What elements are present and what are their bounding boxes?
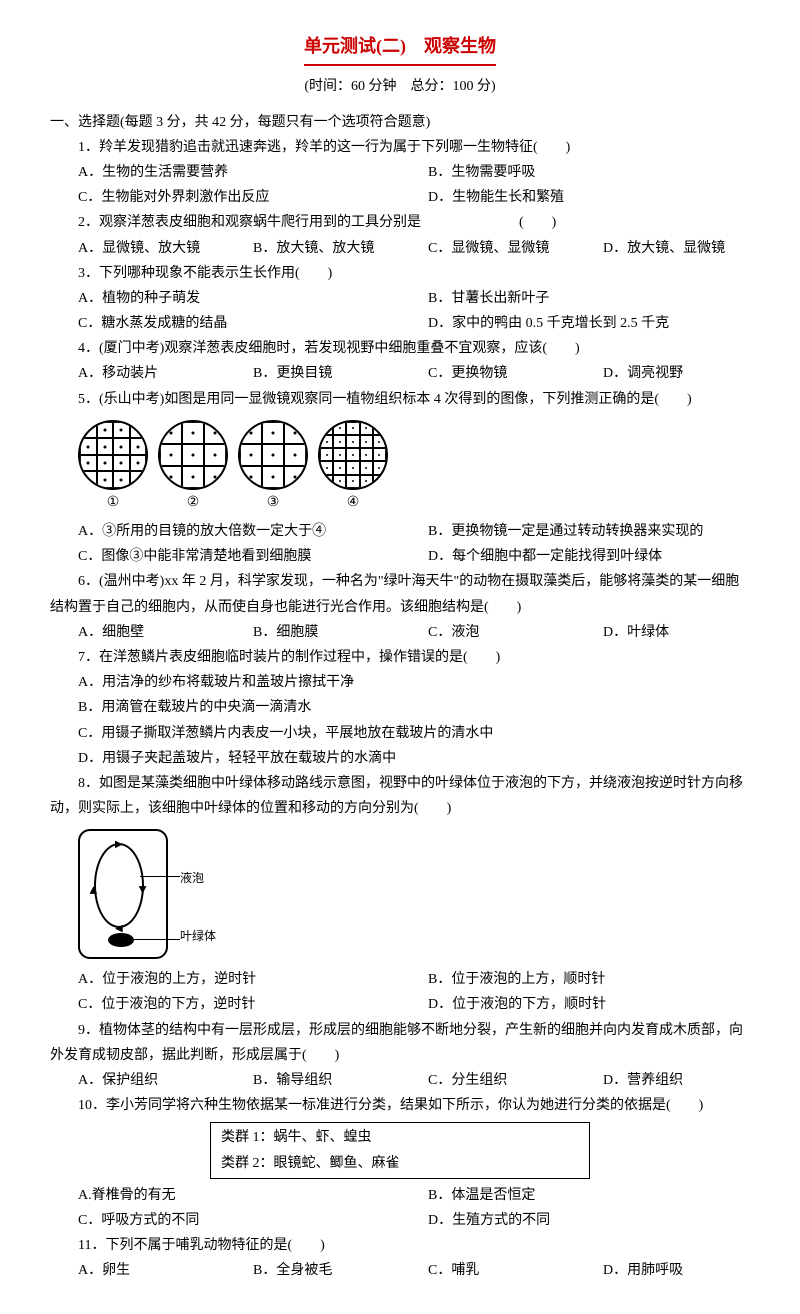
- label-line: [140, 876, 180, 877]
- q5-opt-a: A．③所用的目镜的放大倍数一定大于④: [50, 519, 400, 544]
- q10-opt-b: B．体温是否恒定: [400, 1183, 750, 1208]
- label-line: [130, 939, 180, 940]
- arrow-icon: ▶: [133, 886, 151, 894]
- microscope-view-3: [238, 420, 308, 490]
- fig-label-1: ①: [78, 490, 148, 515]
- q7-opt-b: B．用滴管在载玻片的中央滴一滴清水: [50, 695, 750, 720]
- q3-text: 3．下列哪种现象不能表示生长作用( ): [50, 261, 750, 286]
- group2-row: 类群 2：眼镜蛇、鲫鱼、麻雀: [221, 1151, 579, 1176]
- q4-opt-a: A．移动装片: [50, 361, 225, 386]
- q5-figures: [50, 412, 750, 490]
- q4-text: 4．(厦门中考)观察洋葱表皮细胞时，若发现视野中细胞重叠不宜观察，应该( ): [50, 336, 750, 361]
- microscope-view-2: [158, 420, 228, 490]
- q7-opt-c: C．用镊子撕取洋葱鳞片内表皮一小块，平展地放在载玻片的清水中: [50, 721, 750, 746]
- q3-opt-d: D．家中的鸭由 0.5 千克增长到 2.5 千克: [400, 311, 750, 336]
- q8-opt-c: C．位于液泡的下方，逆时针: [50, 992, 400, 1017]
- q10-text: 10．李小芳同学将六种生物依据某一标准进行分类，结果如下所示，你认为她进行分类的…: [50, 1093, 750, 1118]
- fig-label-4: ④: [318, 490, 388, 515]
- q7-opt-d: D．用镊子夹起盖玻片，轻轻平放在载玻片的水滴中: [50, 746, 750, 771]
- q2-opt-d: D．放大镜、显微镜: [575, 236, 750, 261]
- arrow-icon: ▶: [115, 919, 123, 937]
- cell-diagram: ▶ ▶ ▶ ▶ 液泡 叶绿体: [78, 829, 168, 959]
- q6-opt-b: B．细胞膜: [225, 620, 400, 645]
- section-header: 一、选择题(每题 3 分，共 42 分，每题只有一个选项符合题意): [50, 110, 750, 135]
- q4-opt-d: D．调亮视野: [575, 361, 750, 386]
- q6-text: 6．(温州中考)xx 年 2 月，科学家发现，一种名为"绿叶海天牛"的动物在摄取…: [50, 569, 750, 619]
- q4-opt-b: B．更换目镜: [225, 361, 400, 386]
- q9-opt-a: A．保护组织: [50, 1068, 225, 1093]
- q11-text: 11．下列不属于哺乳动物特征的是( ): [50, 1233, 750, 1258]
- q6-opt-a: A．细胞壁: [50, 620, 225, 645]
- group1-row: 类群 1：蜗牛、虾、蝗虫: [221, 1125, 579, 1150]
- q1-text: 1．羚羊发现猎豹追击就迅速奔逃，羚羊的这一行为属于下列哪一生物特征( ): [50, 135, 750, 160]
- q1-opt-a: A．生物的生活需要营养: [50, 160, 400, 185]
- q2-opt-c: C．显微镜、显微镜: [400, 236, 575, 261]
- q1-opt-c: C．生物能对外界刺激作出反应: [50, 185, 400, 210]
- q8-opt-a: A．位于液泡的上方，逆时针: [50, 967, 400, 992]
- exam-info: (时间：60 分钟 总分：100 分): [50, 74, 750, 99]
- q10-opt-a: A.脊椎骨的有无: [50, 1183, 400, 1208]
- vacuole-label: 液泡: [180, 868, 204, 890]
- arrow-icon: ▶: [85, 886, 103, 894]
- q11-opt-b: B．全身被毛: [225, 1258, 400, 1283]
- classification-table: 类群 1：蜗牛、虾、蝗虫 类群 2：眼镜蛇、鲫鱼、麻雀: [210, 1122, 590, 1178]
- q9-opt-b: B．输导组织: [225, 1068, 400, 1093]
- microscope-view-1: [78, 420, 148, 490]
- q6-opt-d: D．叶绿体: [575, 620, 750, 645]
- q9-opt-d: D．营养组织: [575, 1068, 750, 1093]
- q5-opt-b: B．更换物镜一定是通过转动转换器来实现的: [400, 519, 750, 544]
- q5-opt-c: C．图像③中能非常清楚地看到细胞膜: [50, 544, 400, 569]
- q11-opt-d: D．用肺呼吸: [575, 1258, 750, 1283]
- fig-label-2: ②: [158, 490, 228, 515]
- q5-text: 5．(乐山中考)如图是用同一显微镜观察同一植物组织标本 4 次得到的图像，下列推…: [50, 387, 750, 412]
- q8-opt-d: D．位于液泡的下方，顺时针: [400, 992, 750, 1017]
- arrow-icon: ▶: [115, 836, 123, 854]
- q8-opt-b: B．位于液泡的上方，顺时针: [400, 967, 750, 992]
- q8-text: 8．如图是某藻类细胞中叶绿体移动路线示意图，视野中的叶绿体位于液泡的下方，并绕液…: [50, 771, 750, 821]
- q7-opt-a: A．用洁净的纱布将载玻片和盖玻片擦拭干净: [50, 670, 750, 695]
- q2-opt-a: A．显微镜、放大镜: [50, 236, 225, 261]
- q1-opt-d: D．生物能生长和繁殖: [400, 185, 750, 210]
- q11-opt-c: C．哺乳: [400, 1258, 575, 1283]
- q3-opt-a: A．植物的种子萌发: [50, 286, 400, 311]
- q1-opt-b: B．生物需要呼吸: [400, 160, 750, 185]
- microscope-view-4: [318, 420, 388, 490]
- q2-text: 2．观察洋葱表皮细胞和观察蜗牛爬行用到的工具分别是 ( ): [50, 210, 750, 235]
- q7-text: 7．在洋葱鳞片表皮细胞临时装片的制作过程中，操作错误的是( ): [50, 645, 750, 670]
- q3-opt-b: B．甘薯长出新叶子: [400, 286, 750, 311]
- q4-opt-c: C．更换物镜: [400, 361, 575, 386]
- q9-opt-c: C．分生组织: [400, 1068, 575, 1093]
- q5-opt-d: D．每个细胞中都一定能找得到叶绿体: [400, 544, 750, 569]
- q9-text: 9．植物体茎的结构中有一层形成层，形成层的细胞能够不断地分裂，产生新的细胞并向内…: [50, 1018, 750, 1068]
- page-title: 单元测试(二) 观察生物: [50, 30, 750, 66]
- chloroplast-label: 叶绿体: [180, 926, 216, 948]
- fig-label-3: ③: [238, 490, 308, 515]
- q3-opt-c: C．糖水蒸发成糖的结晶: [50, 311, 400, 336]
- q6-opt-c: C．液泡: [400, 620, 575, 645]
- q10-opt-d: D．生殖方式的不同: [400, 1208, 750, 1233]
- q10-opt-c: C．呼吸方式的不同: [50, 1208, 400, 1233]
- q2-opt-b: B．放大镜、放大镜: [225, 236, 400, 261]
- q11-opt-a: A．卵生: [50, 1258, 225, 1283]
